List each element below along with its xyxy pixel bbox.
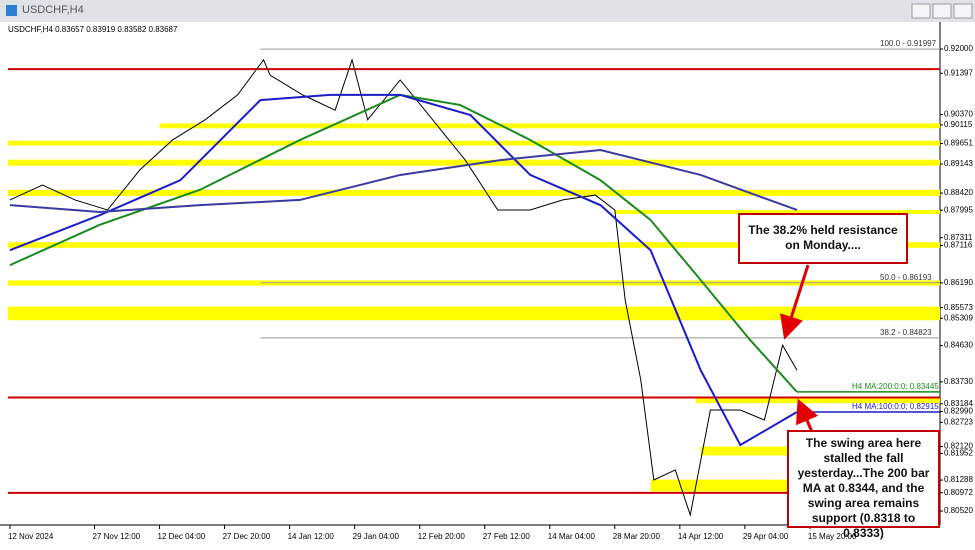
y-tick-label: 0.92000 bbox=[944, 44, 973, 53]
ma-label: H4 MA:100:0:0; 0.82915 bbox=[852, 402, 939, 411]
x-tick-label: 14 Jan 12:00 bbox=[288, 532, 335, 541]
zone bbox=[8, 306, 940, 321]
x-tick-label: 29 Apr 04:00 bbox=[743, 532, 789, 541]
y-tick-label: 0.83730 bbox=[944, 377, 973, 386]
x-tick-label: 12 Nov 2024 bbox=[8, 532, 54, 541]
x-tick-label: 27 Feb 12:00 bbox=[483, 532, 531, 541]
annotation: The 38.2% held resistance on Monday.... bbox=[738, 213, 908, 264]
moving-average bbox=[9, 93, 798, 393]
window-title: USDCHF,H4 bbox=[22, 4, 84, 16]
y-tick-label: 0.85573 bbox=[944, 303, 973, 312]
y-tick-label: 0.80972 bbox=[944, 488, 973, 497]
close-button[interactable] bbox=[953, 3, 973, 19]
fib-label: 100.0 - 0.91997 bbox=[880, 39, 937, 48]
y-tick-label: 0.87995 bbox=[944, 205, 973, 214]
y-tick-label: 0.81288 bbox=[944, 475, 973, 484]
y-tick-label: 0.80520 bbox=[944, 506, 973, 515]
maximize-button[interactable] bbox=[932, 3, 952, 19]
zone bbox=[159, 123, 940, 129]
y-tick-label: 0.83184 bbox=[944, 399, 973, 408]
y-tick-label: 0.89651 bbox=[944, 139, 973, 148]
zone bbox=[8, 189, 940, 196]
y-tick-label: 0.82990 bbox=[944, 407, 973, 416]
y-tick-label: 0.84630 bbox=[944, 341, 973, 350]
x-tick-label: 14 Apr 12:00 bbox=[678, 532, 724, 541]
annotation: The swing area here stalled the fall yes… bbox=[787, 430, 940, 540]
zone bbox=[8, 140, 940, 146]
moving-average bbox=[9, 93, 798, 447]
x-tick-label: 28 Mar 20:00 bbox=[613, 532, 661, 541]
minimize-button[interactable] bbox=[911, 3, 931, 19]
y-tick-label: 0.87311 bbox=[944, 233, 973, 242]
x-tick-label: 14 Mar 04:00 bbox=[548, 532, 596, 541]
y-tick-label: 0.91397 bbox=[944, 68, 973, 77]
x-tick-label: 12 Dec 04:00 bbox=[158, 532, 206, 541]
y-tick-label: 0.82120 bbox=[944, 442, 973, 451]
zone bbox=[8, 242, 940, 248]
x-tick-label: 29 Jan 04:00 bbox=[353, 532, 400, 541]
window-buttons bbox=[6, 3, 973, 19]
zone bbox=[8, 159, 940, 166]
x-tick-label: 15 May 20:00 bbox=[808, 532, 857, 541]
x-tick-label: 27 Dec 20:00 bbox=[223, 532, 271, 541]
x-tick-label: 12 Feb 20:00 bbox=[418, 532, 466, 541]
y-tick-label: 0.90115 bbox=[944, 120, 973, 129]
y-tick-label: 0.82723 bbox=[944, 417, 973, 426]
y-tick-label: 0.81952 bbox=[944, 448, 973, 457]
chart-title: USDCHF,H4 0.83657 0.83919 0.83582 0.8368… bbox=[8, 25, 178, 34]
price-line bbox=[9, 58, 798, 517]
x-tick-label: 27 Nov 12:00 bbox=[93, 532, 141, 541]
moving-average bbox=[9, 149, 798, 213]
y-tick-label: 0.85309 bbox=[944, 313, 973, 322]
zone bbox=[614, 209, 940, 215]
window-titlebar: USDCHF,H4 bbox=[0, 0, 975, 23]
y-tick-label: 0.86190 bbox=[944, 278, 973, 287]
y-tick-label: 0.88420 bbox=[944, 188, 973, 197]
fib-label: 38.2 - 0.84823 bbox=[880, 328, 932, 337]
y-tick-label: 0.87116 bbox=[944, 241, 973, 250]
arrow bbox=[780, 264, 810, 340]
y-tick-label: 0.90370 bbox=[944, 110, 973, 119]
fib-label: 50.0 - 0.86193 bbox=[880, 273, 932, 282]
arrow bbox=[796, 398, 819, 433]
app-icon bbox=[6, 5, 17, 16]
ma-label: H4 MA:200:0:0; 0.83445 bbox=[852, 382, 939, 391]
y-tick-label: 0.89143 bbox=[944, 159, 973, 168]
